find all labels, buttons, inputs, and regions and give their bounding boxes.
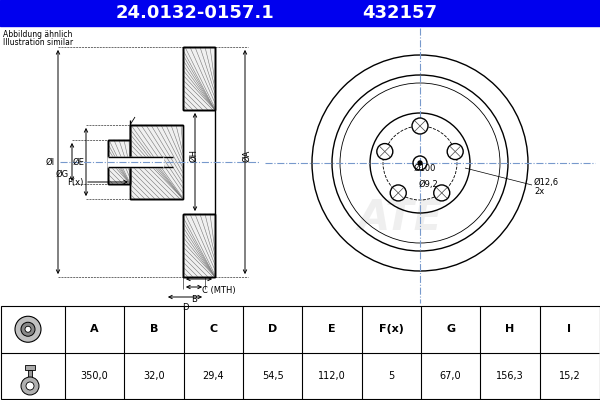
Bar bbox=[130, 125, 183, 199]
Text: 156,3: 156,3 bbox=[496, 371, 524, 381]
Text: C (MTH): C (MTH) bbox=[202, 286, 236, 295]
Bar bbox=[108, 140, 130, 184]
Text: D: D bbox=[268, 324, 277, 334]
Text: I: I bbox=[568, 324, 571, 334]
Bar bbox=[28, 370, 32, 382]
Circle shape bbox=[434, 185, 450, 201]
Text: ØG: ØG bbox=[56, 170, 69, 178]
Circle shape bbox=[390, 185, 406, 201]
Text: 54,5: 54,5 bbox=[262, 371, 284, 381]
Bar bbox=[183, 47, 215, 110]
Circle shape bbox=[412, 118, 428, 134]
Text: 29,4: 29,4 bbox=[203, 371, 224, 381]
Bar bbox=[108, 140, 130, 184]
Text: 32,0: 32,0 bbox=[143, 371, 165, 381]
Circle shape bbox=[15, 316, 41, 342]
Text: Ø9,2: Ø9,2 bbox=[418, 180, 438, 189]
Bar bbox=[108, 157, 161, 167]
Bar bbox=[108, 140, 130, 184]
Bar bbox=[25, 365, 35, 370]
Text: 67,0: 67,0 bbox=[440, 371, 461, 381]
Bar bbox=[130, 125, 183, 199]
Circle shape bbox=[312, 55, 528, 271]
Text: 112,0: 112,0 bbox=[318, 371, 346, 381]
Text: C: C bbox=[209, 324, 217, 334]
Circle shape bbox=[26, 382, 34, 390]
Text: ØH: ØH bbox=[190, 149, 199, 162]
Text: Ø12,6: Ø12,6 bbox=[534, 178, 559, 188]
Text: G: G bbox=[446, 324, 455, 334]
Bar bbox=[0, 0, 600, 26]
Bar bbox=[183, 214, 215, 277]
Text: 15,2: 15,2 bbox=[559, 371, 580, 381]
Text: ØI: ØI bbox=[46, 158, 55, 166]
Text: F(x): F(x) bbox=[379, 324, 404, 334]
Bar bbox=[1, 306, 599, 398]
Circle shape bbox=[21, 377, 39, 395]
Text: H: H bbox=[505, 324, 515, 334]
Circle shape bbox=[418, 161, 422, 165]
Circle shape bbox=[25, 326, 31, 332]
Text: Ø100: Ø100 bbox=[414, 164, 436, 172]
Text: B: B bbox=[150, 324, 158, 334]
Bar bbox=[130, 125, 183, 199]
Text: ØE: ØE bbox=[72, 158, 84, 166]
Text: 5: 5 bbox=[388, 371, 394, 381]
Text: B: B bbox=[191, 295, 197, 304]
Bar bbox=[183, 214, 215, 277]
Bar bbox=[183, 47, 215, 110]
Text: E: E bbox=[328, 324, 336, 334]
Text: Illustration similar: Illustration similar bbox=[3, 38, 73, 47]
Bar bbox=[0, 306, 600, 399]
Text: A: A bbox=[91, 324, 99, 334]
Text: 2x: 2x bbox=[534, 188, 544, 196]
Text: ATE: ATE bbox=[358, 197, 443, 239]
Circle shape bbox=[447, 144, 463, 160]
Text: 24.0132-0157.1: 24.0132-0157.1 bbox=[116, 4, 274, 22]
Circle shape bbox=[377, 144, 393, 160]
Text: F(x): F(x) bbox=[67, 178, 83, 186]
Bar bbox=[183, 47, 215, 110]
Bar bbox=[0, 26, 600, 305]
Text: 350,0: 350,0 bbox=[81, 371, 109, 381]
Bar bbox=[183, 214, 215, 277]
Bar bbox=[108, 157, 163, 167]
Text: Abbildung ähnlich: Abbildung ähnlich bbox=[3, 30, 73, 39]
Text: 432157: 432157 bbox=[362, 4, 437, 22]
Circle shape bbox=[21, 322, 35, 336]
Text: D: D bbox=[182, 303, 188, 312]
Text: ØA: ØA bbox=[242, 150, 251, 162]
